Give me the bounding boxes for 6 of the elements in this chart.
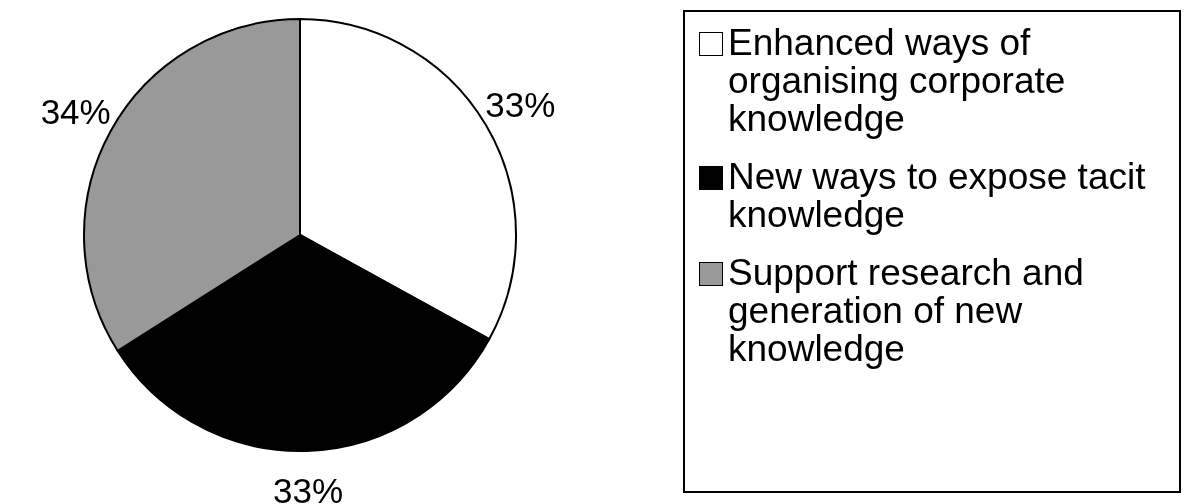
legend-label: New ways to expose tacit knowledge [728, 156, 1147, 235]
data-label: 34% [40, 92, 111, 132]
legend-label: Support research and generation of new knowledge [728, 252, 1085, 369]
legend-label: Enhanced ways of organising corporate knowledge [728, 22, 1067, 139]
data-label: 33% [485, 85, 556, 125]
data-label: 33% [273, 471, 344, 504]
